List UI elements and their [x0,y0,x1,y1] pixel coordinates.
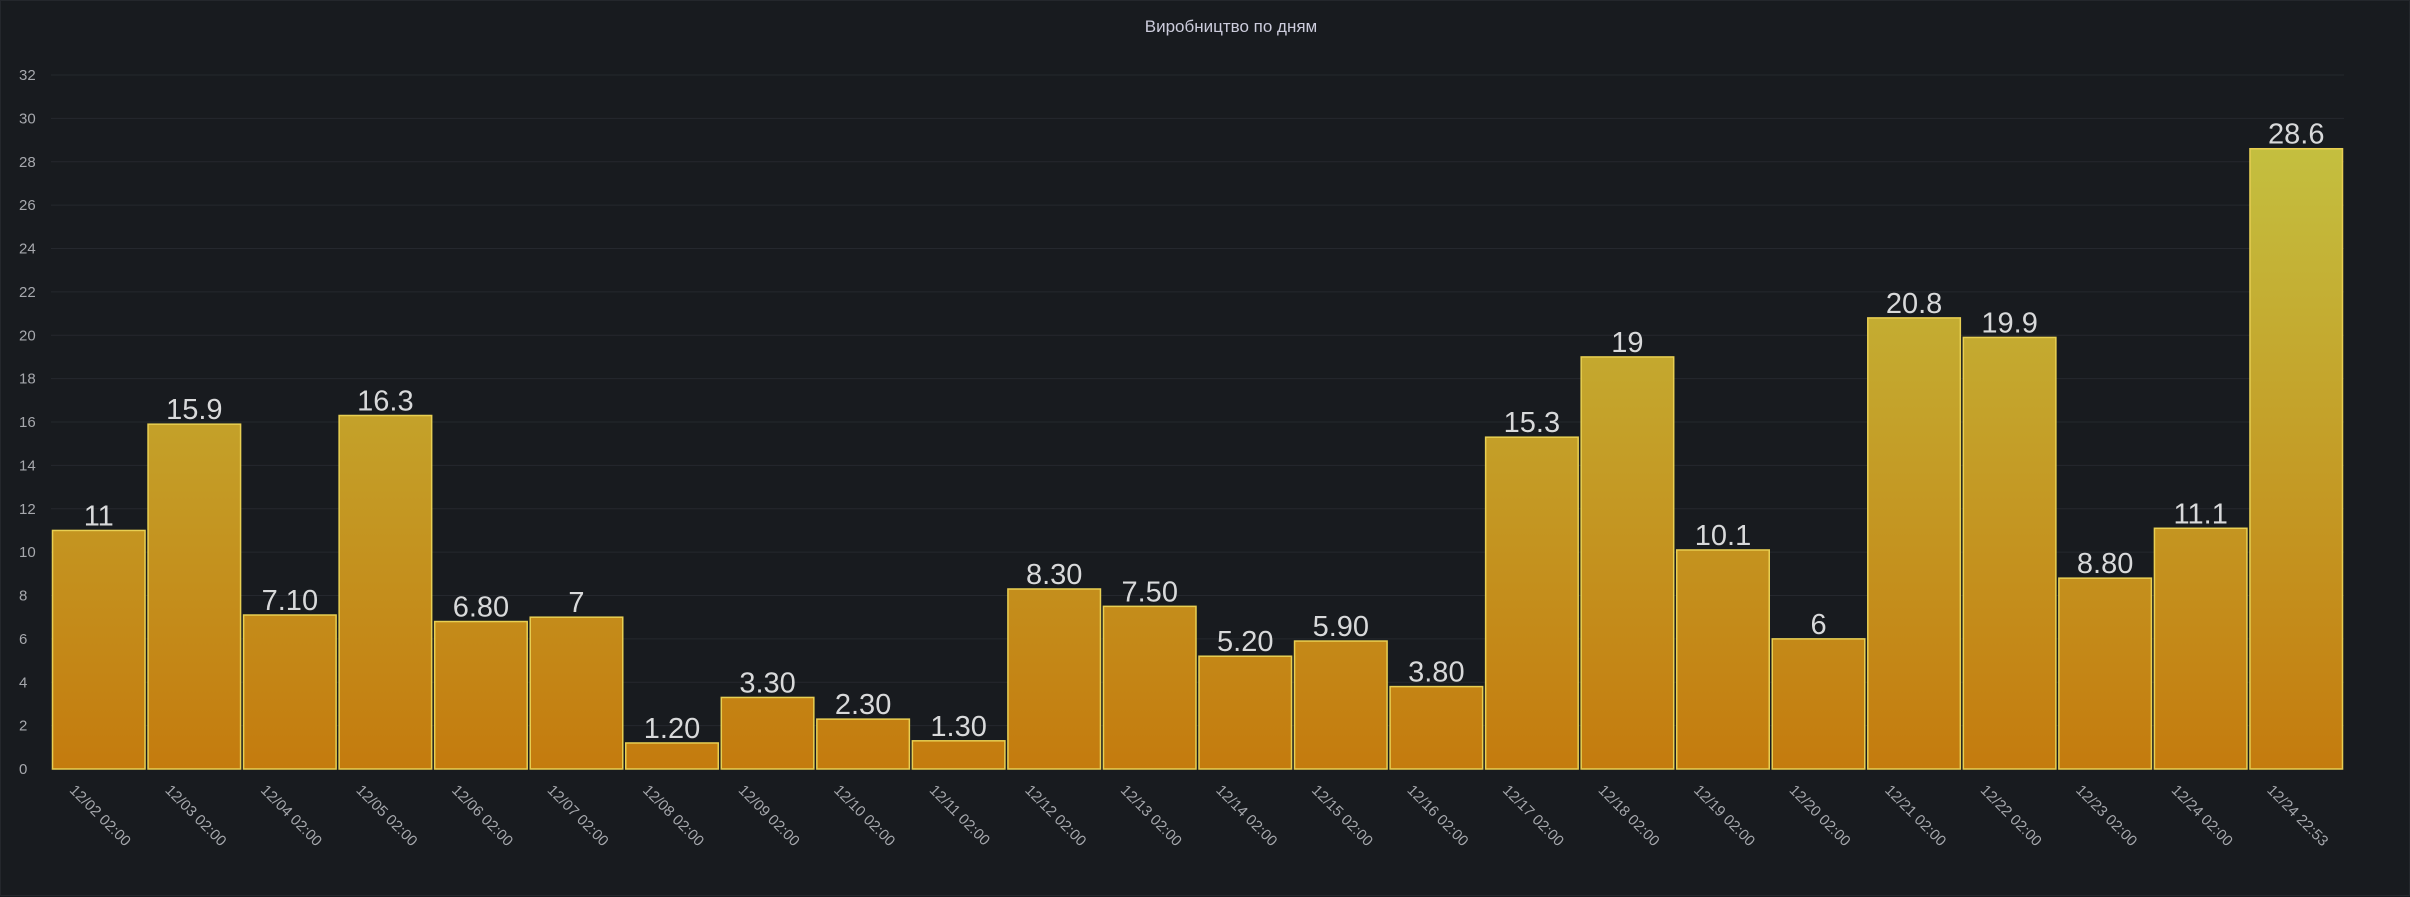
bar[interactable] [911,740,1006,770]
y-tick-label: 16 [19,414,36,431]
x-tick-label: 12/17 02:00 [1499,782,1567,850]
bar[interactable] [242,614,337,770]
x-tick-label: 12/16 02:00 [1404,782,1472,850]
y-tick-label: 2 [19,718,27,735]
data-label: 3.30 [739,667,795,699]
data-label: 3.80 [1408,657,1464,689]
data-label: 1.30 [930,711,986,743]
data-label: 20.8 [1886,288,1942,320]
data-label: 5.90 [1313,611,1369,643]
bar[interactable] [816,718,911,770]
x-tick-label: 12/07 02:00 [544,782,612,850]
data-label: 7 [568,587,584,619]
bar[interactable] [147,423,242,770]
bar[interactable] [1962,336,2057,770]
x-tick-label: 12/18 02:00 [1595,782,1663,850]
x-tick-label: 12/24 22:53 [2263,782,2331,850]
bar[interactable] [51,529,146,770]
y-tick-label: 14 [19,457,36,474]
data-label: 7.50 [1122,576,1178,608]
bar[interactable] [625,742,720,770]
data-label: 2.30 [835,689,891,721]
bar[interactable] [1198,655,1293,770]
x-tick-label: 12/20 02:00 [1786,782,1854,850]
x-tick-label: 12/24 02:00 [2168,782,2236,850]
data-label: 11.1 [2174,498,2228,530]
x-tick-label: 12/06 02:00 [448,782,516,850]
bar[interactable] [720,696,815,770]
y-tick-label: 10 [19,544,36,561]
data-label: 19 [1611,327,1643,359]
bar[interactable] [1771,638,1866,770]
data-label: 6 [1810,609,1826,641]
y-tick-label: 18 [19,371,36,388]
y-tick-label: 32 [19,67,36,84]
x-tick-label: 12/15 02:00 [1308,782,1376,850]
x-tick-label: 12/13 02:00 [1117,782,1185,850]
y-tick-label: 30 [19,110,36,127]
bar[interactable] [1867,317,1962,770]
bar[interactable] [1293,640,1388,770]
data-label: 15.9 [166,394,222,426]
x-tick-label: 12/02 02:00 [66,782,134,850]
bar[interactable] [529,616,624,770]
y-tick-label: 6 [19,631,27,648]
data-label: 5.20 [1217,626,1273,658]
data-label: 8.30 [1026,559,1082,591]
bar[interactable] [1389,685,1484,770]
x-tick-label: 12/04 02:00 [257,782,325,850]
y-tick-label: 20 [19,327,36,344]
bar[interactable] [1484,436,1579,770]
data-label: 8.80 [2077,548,2133,580]
x-tick-label: 12/14 02:00 [1212,782,1280,850]
y-tick-label: 22 [19,284,36,301]
data-label: 19.9 [1981,307,2037,339]
x-tick-label: 12/21 02:00 [1881,782,1949,850]
x-tick-label: 12/12 02:00 [1021,782,1089,850]
x-tick-label: 12/05 02:00 [353,782,421,850]
bar[interactable] [1102,605,1197,770]
data-label: 28.6 [2268,119,2324,151]
data-label: 10.1 [1695,520,1751,552]
y-tick-label: 8 [19,588,27,605]
y-tick-label: 24 [19,241,36,258]
bar[interactable] [2153,527,2248,770]
bar[interactable] [1580,356,1675,770]
bar[interactable] [1675,549,1771,770]
data-label: 15.3 [1504,407,1560,439]
x-tick-label: 12/08 02:00 [639,782,707,850]
y-tick-label: 28 [19,154,36,171]
y-tick-label: 4 [19,674,27,691]
data-label: 1.20 [644,713,700,745]
x-tick-label: 12/19 02:00 [1690,782,1758,850]
x-tick-label: 12/23 02:00 [2072,782,2140,850]
x-tick-label: 12/22 02:00 [1977,782,2045,850]
bar[interactable] [2058,577,2153,770]
x-tick-label: 12/10 02:00 [830,782,898,850]
x-tick-label: 12/11 02:00 [926,782,993,849]
x-tick-label: 12/03 02:00 [161,782,229,850]
bar[interactable] [2249,147,2344,770]
data-label: 11 [84,500,114,532]
chart-title: Виробництво по дням [1144,17,1318,36]
data-label: 6.80 [453,592,509,624]
y-tick-label: 0 [19,761,27,778]
x-tick-label: 12/09 02:00 [735,782,803,850]
y-tick-label: 12 [19,501,36,518]
y-tick-label: 26 [19,197,36,214]
bar[interactable] [433,620,528,770]
data-label: 16.3 [357,385,413,417]
bar[interactable] [338,414,433,770]
data-label: 7.10 [262,585,318,617]
bar[interactable] [1007,588,1102,770]
